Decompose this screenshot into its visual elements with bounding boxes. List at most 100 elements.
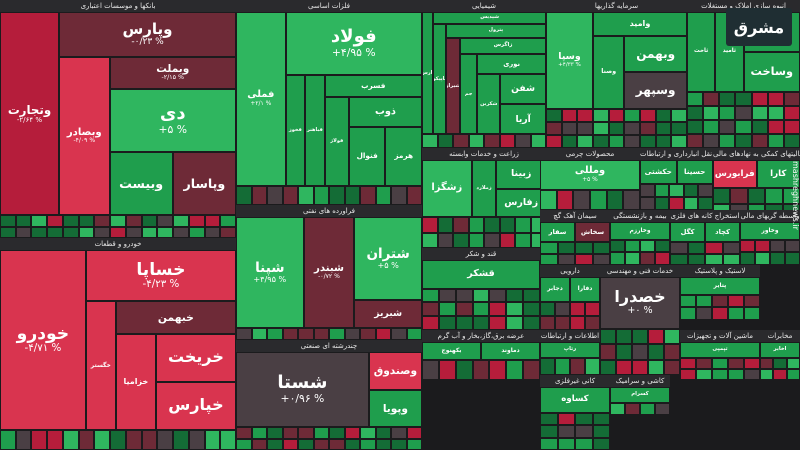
minor-stock-cell[interactable] bbox=[655, 252, 670, 265]
minor-stock-cell[interactable] bbox=[499, 134, 515, 148]
minor-stock-cell[interactable] bbox=[592, 425, 610, 438]
minor-stock-cell[interactable] bbox=[719, 92, 736, 107]
stock-tile[interactable]: خودرو -۴/۷۱ % bbox=[0, 250, 86, 430]
minor-stock-cell[interactable] bbox=[616, 344, 632, 360]
minor-stock-cell[interactable] bbox=[592, 412, 610, 426]
stock-tile[interactable]: پترول bbox=[445, 24, 546, 38]
minor-stock-cell[interactable] bbox=[751, 134, 768, 148]
minor-stock-cell[interactable] bbox=[110, 226, 126, 238]
minor-stock-cell[interactable] bbox=[556, 189, 574, 210]
minor-stock-cell[interactable] bbox=[282, 185, 298, 205]
minor-stock-cell[interactable] bbox=[422, 232, 438, 248]
minor-stock-cell[interactable] bbox=[590, 189, 607, 210]
minor-stock-cell[interactable] bbox=[703, 106, 720, 121]
minor-stock-cell[interactable] bbox=[489, 359, 507, 380]
minor-stock-cell[interactable] bbox=[540, 315, 555, 330]
minor-stock-cell[interactable] bbox=[220, 430, 236, 450]
minor-stock-cell[interactable] bbox=[625, 252, 640, 265]
minor-stock-cell[interactable] bbox=[47, 430, 63, 450]
minor-stock-cell[interactable] bbox=[577, 134, 593, 148]
minor-stock-cell[interactable] bbox=[570, 358, 585, 375]
minor-stock-cell[interactable] bbox=[406, 427, 422, 439]
minor-stock-cell[interactable] bbox=[313, 427, 329, 439]
minor-stock-cell[interactable] bbox=[575, 425, 593, 438]
minor-stock-cell[interactable] bbox=[751, 106, 768, 121]
minor-stock-cell[interactable] bbox=[251, 427, 267, 439]
minor-stock-cell[interactable] bbox=[744, 369, 760, 380]
minor-stock-cell[interactable] bbox=[530, 134, 546, 148]
stock-tile[interactable]: کگل bbox=[670, 222, 705, 243]
minor-stock-cell[interactable] bbox=[712, 358, 728, 369]
minor-stock-cell[interactable] bbox=[141, 226, 158, 238]
minor-stock-cell[interactable] bbox=[654, 196, 670, 210]
minor-stock-cell[interactable] bbox=[664, 328, 680, 345]
minor-stock-cell[interactable] bbox=[719, 106, 736, 121]
minor-stock-cell[interactable] bbox=[585, 301, 600, 316]
minor-stock-cell[interactable] bbox=[220, 215, 236, 227]
minor-stock-cell[interactable] bbox=[422, 359, 439, 380]
minor-stock-cell[interactable] bbox=[406, 438, 422, 450]
minor-stock-cell[interactable] bbox=[640, 196, 655, 210]
minor-stock-cell[interactable] bbox=[687, 253, 705, 265]
minor-stock-cell[interactable] bbox=[453, 134, 469, 148]
minor-stock-cell[interactable] bbox=[540, 242, 558, 254]
minor-stock-cell[interactable] bbox=[687, 106, 704, 121]
stock-tile[interactable]: شبریز bbox=[354, 300, 422, 328]
stock-tile[interactable]: وساخت bbox=[743, 52, 800, 93]
minor-stock-cell[interactable] bbox=[489, 288, 507, 303]
minor-stock-cell[interactable] bbox=[236, 427, 252, 439]
minor-stock-cell[interactable] bbox=[577, 121, 593, 135]
minor-stock-cell[interactable] bbox=[437, 134, 453, 148]
minor-stock-cell[interactable] bbox=[455, 359, 473, 380]
minor-stock-cell[interactable] bbox=[680, 369, 696, 380]
minor-stock-cell[interactable] bbox=[705, 253, 723, 265]
minor-stock-cell[interactable] bbox=[712, 369, 728, 380]
minor-stock-cell[interactable] bbox=[640, 121, 656, 135]
minor-stock-cell[interactable] bbox=[623, 189, 640, 210]
minor-stock-cell[interactable] bbox=[329, 185, 345, 205]
minor-stock-cell[interactable] bbox=[484, 217, 500, 233]
minor-stock-cell[interactable] bbox=[472, 302, 490, 317]
minor-stock-cell[interactable] bbox=[712, 307, 728, 320]
minor-stock-cell[interactable] bbox=[728, 358, 744, 369]
minor-stock-cell[interactable] bbox=[755, 252, 770, 265]
minor-stock-cell[interactable] bbox=[687, 242, 705, 254]
minor-stock-cell[interactable] bbox=[722, 253, 740, 265]
minor-stock-cell[interactable] bbox=[719, 120, 736, 135]
stock-tile[interactable]: وبصادر -۴/۰۹ % bbox=[59, 57, 110, 216]
stock-tile[interactable]: زملارد bbox=[471, 160, 497, 218]
stock-tile[interactable]: شبندر -۰/۷۲ % bbox=[303, 217, 355, 328]
minor-stock-cell[interactable] bbox=[360, 427, 376, 439]
stock-tile[interactable]: زشگزا bbox=[422, 160, 472, 218]
minor-stock-cell[interactable] bbox=[770, 239, 785, 253]
minor-stock-cell[interactable] bbox=[670, 253, 688, 265]
minor-stock-cell[interactable] bbox=[523, 316, 540, 330]
minor-stock-cell[interactable] bbox=[600, 344, 616, 360]
minor-stock-cell[interactable] bbox=[282, 438, 298, 450]
stock-tile[interactable]: رتاپ bbox=[540, 342, 600, 358]
minor-stock-cell[interactable] bbox=[484, 232, 500, 248]
minor-stock-cell[interactable] bbox=[188, 215, 205, 227]
minor-stock-cell[interactable] bbox=[696, 294, 712, 308]
minor-stock-cell[interactable] bbox=[616, 359, 632, 375]
minor-stock-cell[interactable] bbox=[540, 437, 558, 450]
minor-stock-cell[interactable] bbox=[506, 316, 524, 330]
minor-stock-cell[interactable] bbox=[489, 316, 507, 330]
minor-stock-cell[interactable] bbox=[624, 121, 640, 135]
minor-stock-cell[interactable] bbox=[453, 232, 469, 248]
minor-stock-cell[interactable] bbox=[575, 253, 593, 265]
minor-stock-cell[interactable] bbox=[671, 108, 687, 122]
minor-stock-cell[interactable] bbox=[655, 121, 672, 135]
minor-stock-cell[interactable] bbox=[313, 438, 329, 450]
minor-stock-cell[interactable] bbox=[540, 253, 558, 265]
minor-stock-cell[interactable] bbox=[472, 288, 490, 303]
minor-stock-cell[interactable] bbox=[173, 226, 189, 238]
stock-tile[interactable]: فنوال bbox=[348, 126, 386, 186]
stock-tile[interactable]: کچاد bbox=[705, 222, 740, 243]
stock-tile[interactable]: وبملت -۲/۱۵ % bbox=[109, 57, 236, 89]
minor-stock-cell[interactable] bbox=[523, 302, 540, 317]
stock-tile[interactable]: خریخت bbox=[155, 333, 236, 382]
minor-stock-cell[interactable] bbox=[344, 427, 360, 439]
minor-stock-cell[interactable] bbox=[557, 425, 575, 438]
minor-stock-cell[interactable] bbox=[472, 316, 490, 330]
